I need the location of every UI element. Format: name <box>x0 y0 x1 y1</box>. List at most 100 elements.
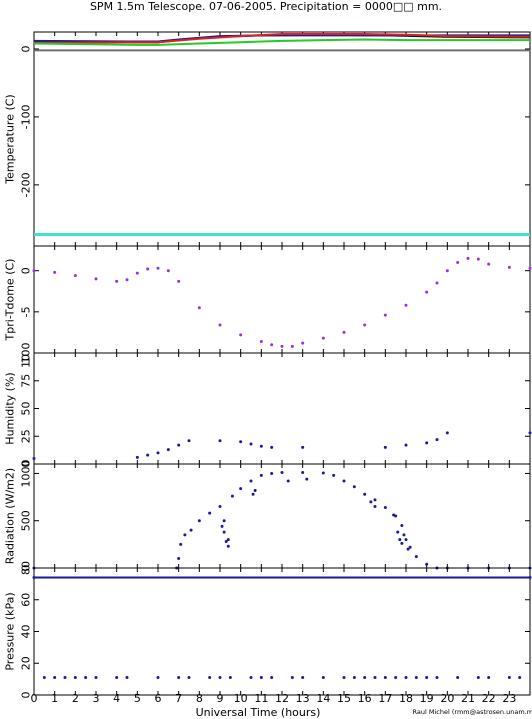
panel-pressure: 0 20 40 60 80 Pressure (kPa) <box>4 561 532 699</box>
data-point <box>197 306 201 310</box>
data-point <box>251 492 255 496</box>
data-point <box>342 330 346 334</box>
y-tick-label: 0 <box>20 692 33 699</box>
data-point <box>32 269 36 273</box>
y-tick-label: 100 <box>20 343 33 364</box>
x-tick-label: 23 <box>502 692 516 705</box>
y-tick-label: 50 <box>20 402 33 416</box>
data-point <box>183 533 187 537</box>
data-point <box>259 339 263 343</box>
x-tick-label: 22 <box>482 692 496 705</box>
data-point <box>53 270 57 274</box>
data-point <box>400 523 404 527</box>
data-point <box>177 279 181 283</box>
y-tick-label: 80 <box>20 561 33 575</box>
y-tick-label: 0 <box>20 565 33 572</box>
data-point <box>342 676 346 680</box>
data-point <box>94 676 98 680</box>
y-tick-label: 0 <box>20 267 33 274</box>
data-point <box>373 676 377 680</box>
data-point <box>425 676 429 680</box>
series-line <box>33 33 531 44</box>
data-point <box>249 442 253 446</box>
data-point <box>189 528 193 532</box>
data-point <box>456 676 460 680</box>
data-point <box>239 440 243 444</box>
data-point <box>406 547 410 551</box>
y-axis-label: Tpri-Tdome (C) <box>4 259 17 342</box>
data-point <box>363 492 367 496</box>
data-point <box>146 267 150 271</box>
y-tick-label: -200 <box>20 172 33 197</box>
y-tick-label: 75 <box>20 374 33 388</box>
data-point <box>290 344 294 348</box>
data-point <box>425 562 429 566</box>
data-point <box>230 494 234 498</box>
data-point <box>115 279 119 283</box>
x-tick-label: 20 <box>440 692 454 705</box>
x-tick-label: 0 <box>31 692 38 705</box>
data-point <box>177 557 181 561</box>
data-point <box>166 269 170 273</box>
x-tick-label: 9 <box>217 692 224 705</box>
data-point <box>445 269 449 273</box>
data-point <box>518 676 522 680</box>
data-point <box>305 477 309 481</box>
data-point <box>187 439 191 443</box>
y-tick-label: 500 <box>20 510 33 531</box>
data-point <box>404 538 408 542</box>
data-point <box>435 676 439 680</box>
data-point <box>398 538 402 542</box>
data-point <box>226 544 230 548</box>
y-axis-label: Radiation (W/m2) <box>4 468 17 564</box>
data-point <box>363 676 367 680</box>
x-axis-label: Universal Time (hours) <box>196 706 321 719</box>
data-point <box>218 505 222 509</box>
data-point <box>321 676 325 680</box>
data-point <box>94 277 98 281</box>
data-point <box>270 343 274 347</box>
data-point <box>352 485 356 489</box>
data-point <box>208 676 212 680</box>
data-point <box>220 524 224 528</box>
data-point <box>146 453 150 457</box>
y-tick-label: 40 <box>20 625 33 639</box>
data-point <box>187 676 191 680</box>
data-point <box>414 555 418 559</box>
data-point <box>259 676 263 680</box>
data-point <box>507 676 511 680</box>
data-point <box>197 519 201 523</box>
data-point <box>342 479 346 483</box>
data-point <box>222 530 226 534</box>
data-point <box>404 676 408 680</box>
x-tick-label: 11 <box>254 692 268 705</box>
data-point <box>301 676 305 680</box>
data-point <box>208 511 212 515</box>
x-tick-label: 10 <box>234 692 248 705</box>
data-point <box>73 274 77 278</box>
data-point <box>404 303 408 307</box>
data-point <box>425 290 429 294</box>
data-point <box>156 266 160 270</box>
x-tick-label: 1 <box>51 692 58 705</box>
data-point <box>445 431 449 435</box>
x-tick-label: 16 <box>358 692 372 705</box>
data-point <box>466 256 470 260</box>
y-tick-label: -5 <box>20 306 33 317</box>
data-point <box>280 344 284 348</box>
data-point <box>321 336 325 340</box>
data-point <box>73 676 77 680</box>
data-point <box>259 473 263 477</box>
data-point <box>63 676 67 680</box>
data-point <box>400 541 404 545</box>
x-tick-label: 21 <box>461 692 475 705</box>
data-point <box>435 438 439 442</box>
data-point <box>394 676 398 680</box>
data-point <box>402 533 406 537</box>
data-point <box>301 445 305 449</box>
data-point <box>487 676 491 680</box>
y-tick-label: 20 <box>20 656 33 670</box>
data-point <box>218 439 222 443</box>
series-line <box>33 38 530 46</box>
